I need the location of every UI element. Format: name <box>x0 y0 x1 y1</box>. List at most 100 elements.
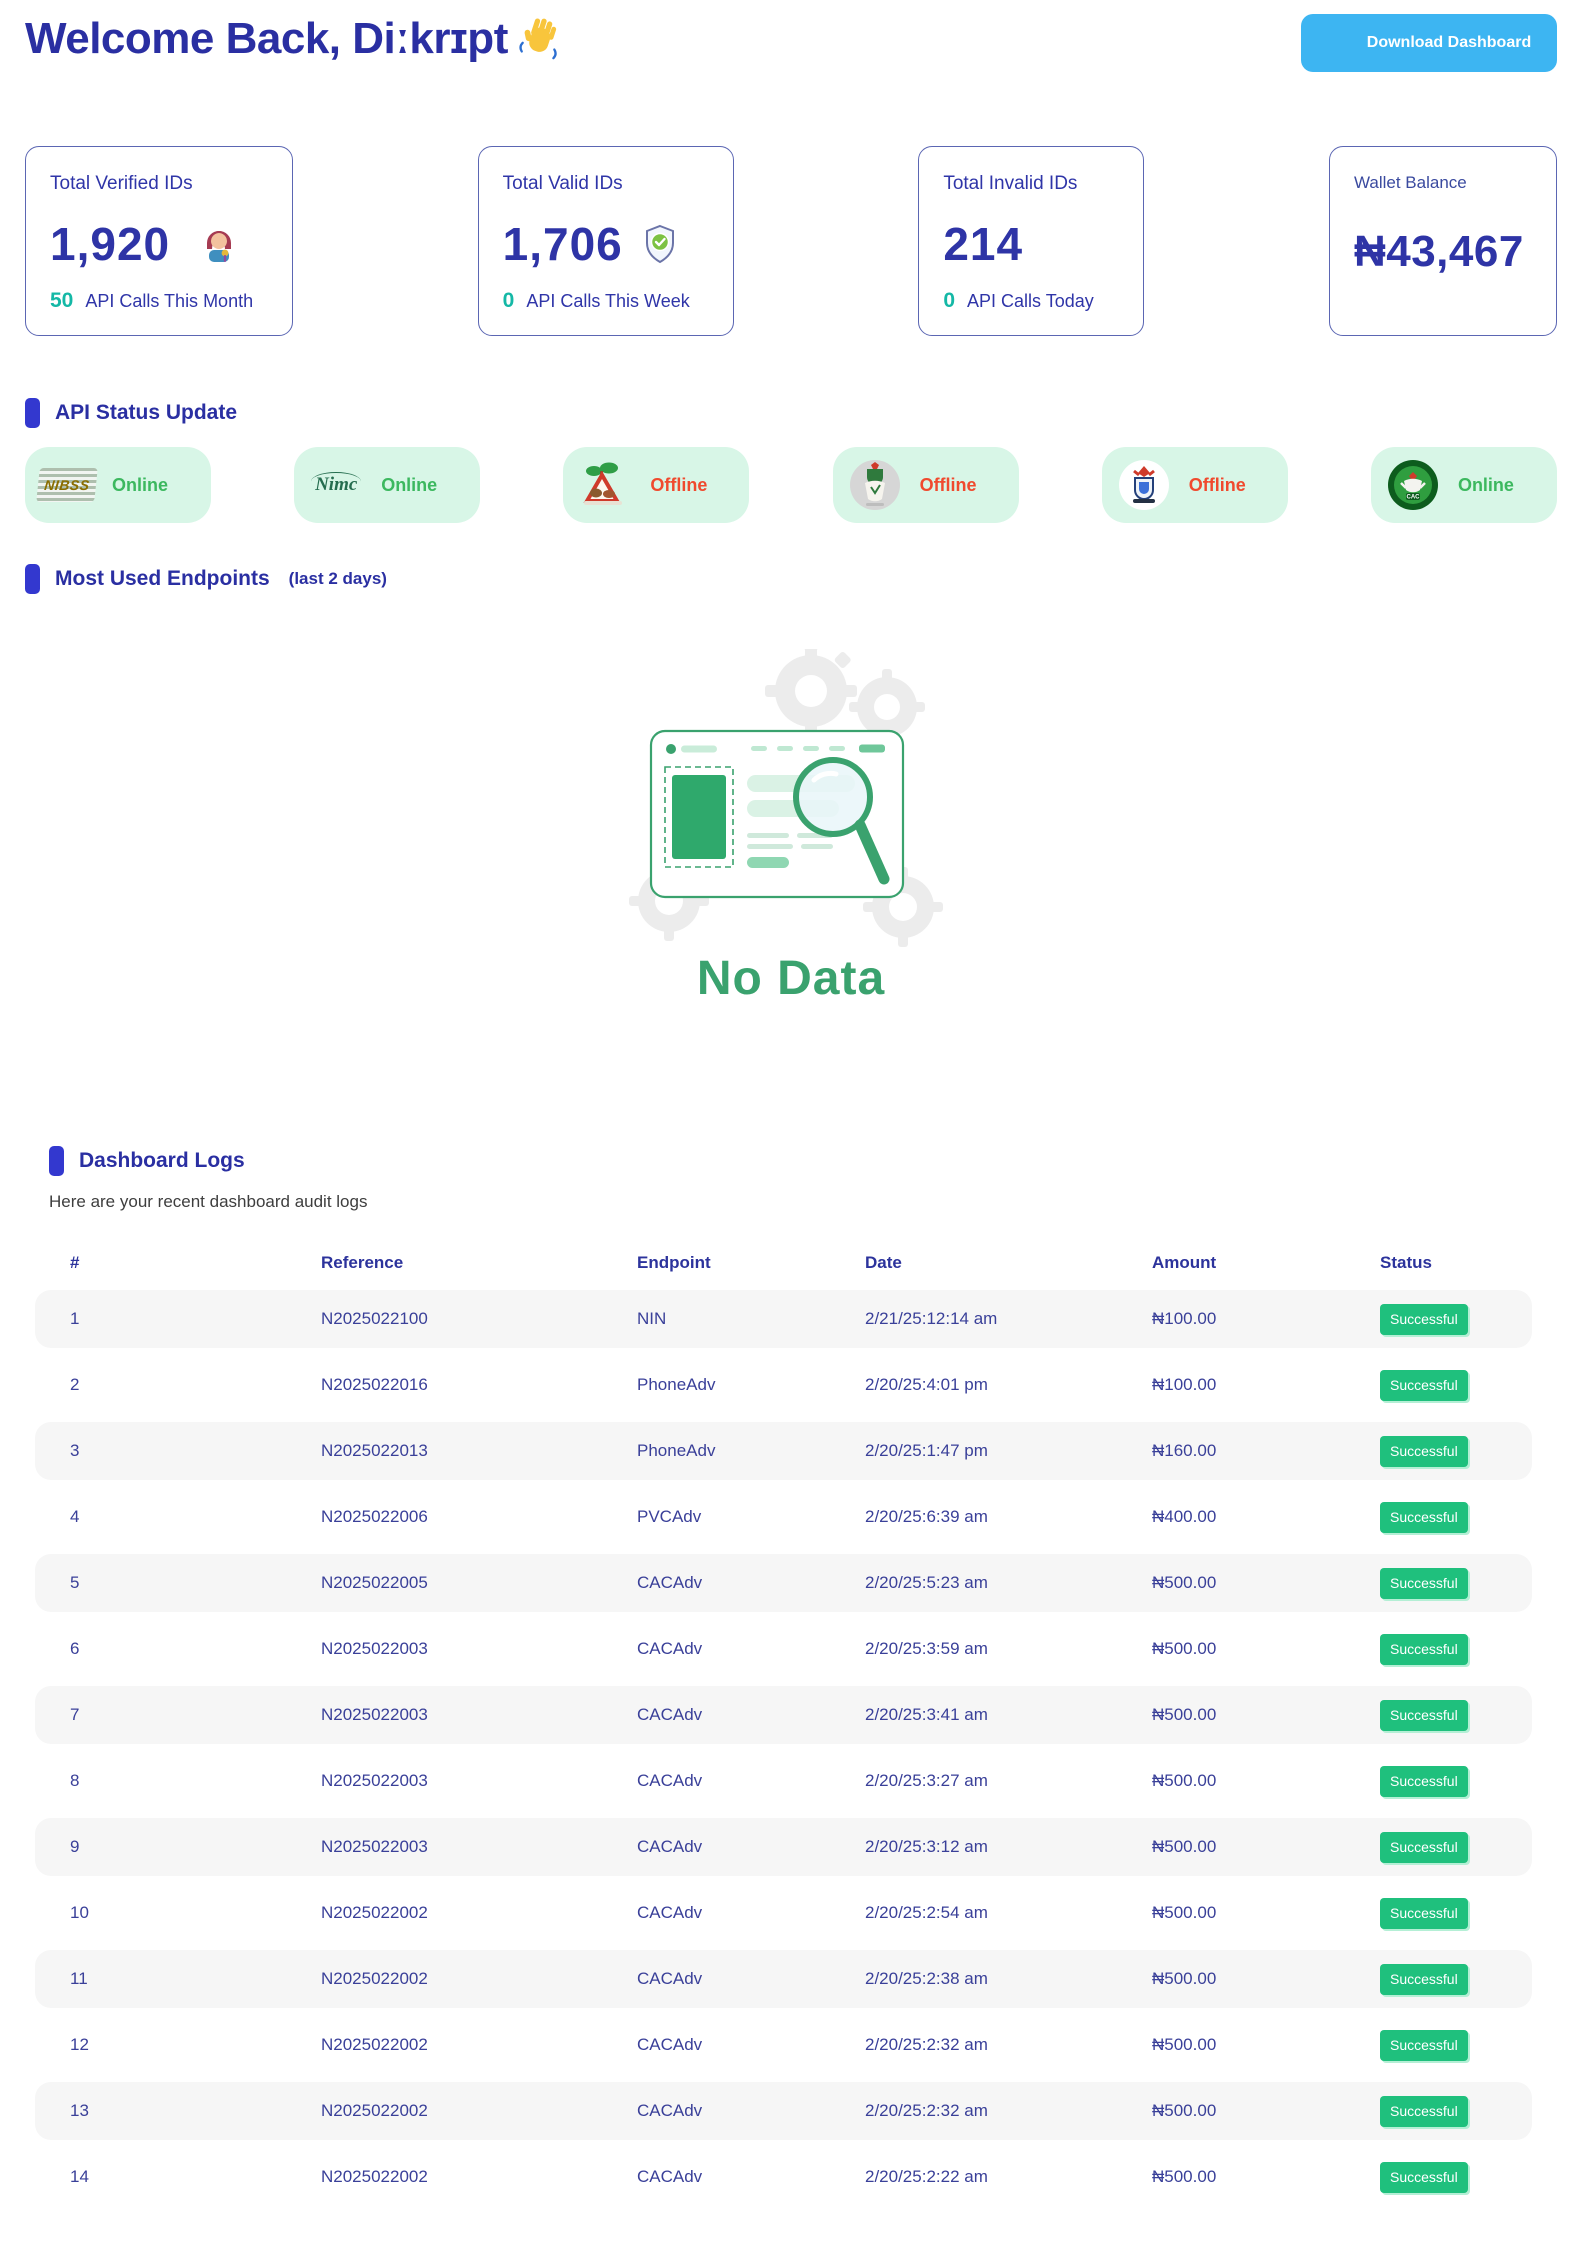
table-cell: N2025022003 <box>321 1639 428 1658</box>
dashboard-logs-section: Dashboard Logs Here are your recent dash… <box>35 1146 1557 2206</box>
stat-value: 214 <box>943 218 1024 270</box>
wallet-balance-value: ₦43,467 <box>1353 227 1524 276</box>
table-cell: 11 <box>70 1969 88 1988</box>
table-cell: 8 <box>70 1771 80 1790</box>
table-cell: ₦160.00 <box>1152 1441 1217 1460</box>
status-badge: Successful <box>1380 1831 1468 1863</box>
table-cell: N2025022005 <box>321 1573 428 1592</box>
status-badge: Successful <box>1380 1897 1468 1929</box>
wave-icon <box>519 18 557 60</box>
shield-check-icon <box>645 224 674 264</box>
dashboard-logs-heading: Dashboard Logs <box>49 1146 1557 1176</box>
table-cell: ₦100.00 <box>1152 1309 1217 1328</box>
table-cell: N2025022100 <box>321 1309 428 1328</box>
column-header: Status <box>1380 1253 1432 1272</box>
table-cell: CACAdv <box>637 1771 703 1790</box>
table-row: 3 N2025022013 PhoneAdv 2/20/25:1:47 pm ₦160.… <box>35 1422 1532 1480</box>
table-row: 7 N2025022003 CACAdv 2/20/25:3:41 am ₦500.00… <box>35 1686 1532 1744</box>
table-cell: 10 <box>70 1903 89 1922</box>
table-cell: 2/20/25:1:47 pm <box>865 1441 988 1460</box>
stat-sub-value: 0 <box>943 289 955 312</box>
table-cell: ₦500.00 <box>1152 1771 1217 1790</box>
logs-table-body: 1 N2025022100 NIN 2/21/25:12:14 am ₦100.00 Su… <box>35 1290 1532 2206</box>
table-cell: 2 <box>70 1375 80 1394</box>
logs-table: # Reference Endpoint Date Amount Status … <box>35 1242 1532 2206</box>
table-row: 6 N2025022003 CACAdv 2/20/25:3:59 am ₦500.00… <box>35 1620 1532 1678</box>
table-cell: 1 <box>70 1309 80 1328</box>
status-badge: Successful <box>1380 2029 1468 2061</box>
status-badge: Successful <box>1380 1435 1468 1467</box>
section-marker <box>25 398 40 428</box>
stat-sub-label: API Calls This Week <box>526 290 690 311</box>
table-cell: Successful <box>1380 2161 1532 2193</box>
table-cell: ₦500.00 <box>1152 1969 1217 1988</box>
api-status-pill-cac[interactable]: CAC Online <box>1370 447 1557 523</box>
table-cell: ₦500.00 <box>1152 2035 1217 2054</box>
logs-subtitle: Here are your recent dashboard audit log… <box>49 1192 368 1211</box>
table-row: 8 N2025022003 CACAdv 2/20/25:3:27 am ₦500.00… <box>35 1752 1532 1810</box>
nis-logo-icon <box>1115 457 1173 513</box>
no-data-label: No Data <box>696 952 886 1005</box>
section-title: Most Used Endpoints <box>55 567 270 590</box>
table-cell: Successful <box>1380 2029 1532 2061</box>
api-status-pill-frsc[interactable]: Offline <box>563 447 750 523</box>
welcome-title: Welcome Back, Diːkrɪpt <box>25 14 508 63</box>
table-cell: 2/20/25:6:39 am <box>865 1507 988 1526</box>
column-header: Date <box>865 1253 902 1272</box>
api-status-label: Online <box>381 474 438 495</box>
api-status-pill-nibss[interactable]: NIBSS Online <box>25 447 211 523</box>
table-cell: CACAdv <box>637 1969 703 1988</box>
table-cell: CACAdv <box>637 2167 703 2186</box>
table-cell: PhoneAdv <box>637 1441 716 1460</box>
table-cell: N2025022013 <box>321 1441 428 1460</box>
table-cell: CACAdv <box>637 1573 703 1592</box>
table-cell: Successful <box>1380 1501 1532 1533</box>
stat-card-wallet-balance: Wallet Balance ₦43,467 <box>1328 146 1557 336</box>
table-cell: ₦100.00 <box>1152 1375 1217 1394</box>
stat-value: 1,920 <box>50 218 171 270</box>
table-cell: 5 <box>70 1573 80 1592</box>
table-cell: PhoneAdv <box>637 1375 716 1394</box>
table-cell: 2/20/25:3:59 am <box>865 1639 988 1658</box>
table-cell: Successful <box>1380 1369 1532 1401</box>
table-cell: Successful <box>1380 2095 1532 2127</box>
api-status-label: Offline <box>919 474 977 495</box>
table-cell: ₦500.00 <box>1152 1639 1217 1658</box>
table-cell: 14 <box>70 2167 89 2186</box>
api-status-pill-inec[interactable]: Offline <box>832 447 1019 523</box>
table-cell: CACAdv <box>637 2101 703 2120</box>
api-status-pill-nis[interactable]: Offline <box>1101 447 1288 523</box>
api-status-pill-nimc[interactable]: Nimc Online <box>294 447 481 523</box>
table-cell: 6 <box>70 1639 80 1658</box>
status-badge: Successful <box>1380 1699 1468 1731</box>
no-data-empty-state: No Data <box>25 649 1557 1006</box>
status-badge: Successful <box>1380 1501 1468 1533</box>
stat-label: Total Valid IDs <box>502 173 623 194</box>
table-cell: ₦500.00 <box>1152 1573 1217 1592</box>
svg-text:CAC: CAC <box>1406 495 1420 501</box>
frsc-logo-icon <box>576 457 634 513</box>
table-cell: 4 <box>70 1507 80 1526</box>
api-status-label: Offline <box>1188 474 1246 495</box>
table-row: 4 N2025022006 PVCAdv 2/20/25:6:39 am ₦400.00… <box>35 1488 1532 1546</box>
table-cell: N2025022002 <box>321 1969 428 1988</box>
table-cell: 2/20/25:2:22 am <box>865 2167 988 2186</box>
table-cell: Successful <box>1380 1897 1532 1929</box>
table-cell: ₦500.00 <box>1152 1837 1217 1856</box>
status-badge: Successful <box>1380 1765 1468 1797</box>
table-cell: N2025022006 <box>321 1507 428 1526</box>
woman-avatar-icon <box>207 231 231 262</box>
api-status-pills: NIBSS Online Nimc Online <box>25 447 1557 523</box>
table-cell: N2025022002 <box>321 2035 428 2054</box>
api-status-label: Offline <box>650 474 708 495</box>
nibss-logo-icon: NIBSS <box>36 457 98 513</box>
table-row: 10 N2025022002 CACAdv 2/20/25:2:54 am ₦500.0… <box>35 1884 1532 1942</box>
download-dashboard-button[interactable]: Download Dashboard <box>1301 14 1557 72</box>
table-row: 9 N2025022003 CACAdv 2/20/25:3:12 am ₦500.00… <box>35 1818 1532 1876</box>
header: Welcome Back, Diːkrɪpt Download Dashboar… <box>25 14 1557 72</box>
table-cell: N2025022003 <box>321 1837 428 1856</box>
status-badge: Successful <box>1380 2095 1468 2127</box>
table-cell: CACAdv <box>637 1837 703 1856</box>
table-cell: 3 <box>70 1441 80 1460</box>
api-status-heading: API Status Update <box>25 398 1557 428</box>
